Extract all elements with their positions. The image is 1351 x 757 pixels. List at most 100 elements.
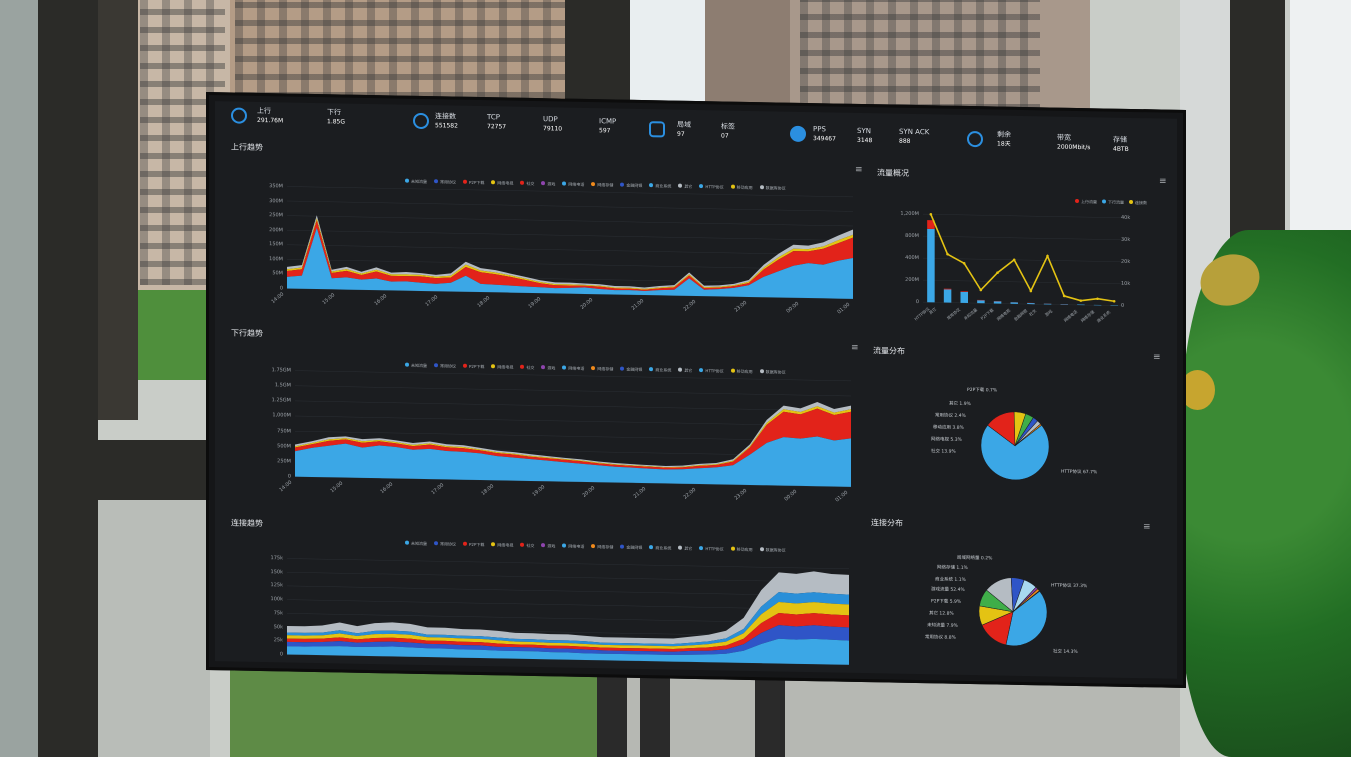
legend-item[interactable]: 其它 bbox=[678, 545, 692, 551]
connections-point[interactable] bbox=[1012, 258, 1016, 262]
legend-item[interactable]: 社交 bbox=[520, 364, 534, 370]
kpi-syn-ack: SYN ACK 888 bbox=[899, 127, 929, 148]
legend-item-label: HTTP协议 bbox=[705, 368, 724, 374]
legend-item-label: 移动应用 bbox=[736, 184, 753, 191]
legend-item[interactable]: 商业系统 bbox=[649, 367, 671, 373]
bar-download[interactable] bbox=[927, 228, 935, 303]
legend-item[interactable]: 金融网银 bbox=[620, 182, 643, 188]
bar-download[interactable] bbox=[977, 300, 985, 304]
connections-point[interactable] bbox=[946, 252, 949, 256]
pie-slice[interactable] bbox=[980, 424, 1050, 481]
y-tick-label: 500M bbox=[277, 443, 291, 450]
legend-item[interactable]: 未知流量 bbox=[405, 178, 427, 184]
connections-point[interactable] bbox=[929, 212, 933, 216]
legend-item[interactable]: 商业系统 bbox=[649, 183, 671, 189]
kpi-download: 下行 1.85G bbox=[327, 107, 345, 127]
bar-download[interactable] bbox=[993, 301, 1002, 304]
connections-point[interactable] bbox=[979, 288, 983, 292]
conn-dist-menu-button[interactable]: ≡ bbox=[1143, 522, 1151, 533]
legend-item[interactable]: 社交 bbox=[520, 542, 534, 548]
legend-item[interactable]: 游戏 bbox=[541, 365, 555, 370]
grid-line bbox=[295, 385, 851, 397]
legend-item[interactable]: 游戏 bbox=[541, 543, 555, 548]
pie-slice[interactable] bbox=[1014, 423, 1042, 447]
down-trend-menu-button[interactable]: ≡ bbox=[851, 342, 859, 353]
bar-download[interactable] bbox=[1077, 304, 1085, 306]
connections-point[interactable] bbox=[1062, 294, 1066, 298]
legend-item[interactable]: 下行流量 bbox=[1102, 199, 1124, 205]
bar-download[interactable] bbox=[960, 291, 969, 303]
legend-item[interactable]: 网络电视 bbox=[491, 364, 513, 370]
bar-download[interactable] bbox=[1093, 304, 1102, 306]
x-tick-label: 未知流量 bbox=[962, 307, 979, 322]
y-tick-label: 0 bbox=[279, 285, 283, 292]
legend-item[interactable]: 上行流量 bbox=[1075, 198, 1097, 204]
connections-point[interactable] bbox=[996, 271, 999, 275]
legend-item[interactable]: 网络电话 bbox=[562, 543, 585, 549]
bar-upload[interactable] bbox=[960, 291, 969, 292]
legend-item[interactable]: 未知流量 bbox=[405, 362, 427, 368]
area-series-1 bbox=[287, 625, 849, 655]
pie-slice[interactable] bbox=[1005, 590, 1048, 647]
legend-item[interactable]: 网络存储 bbox=[591, 544, 613, 549]
up-trend-menu-button[interactable]: ≡ bbox=[855, 164, 863, 176]
legend-item[interactable]: 其它 bbox=[678, 367, 692, 373]
bar-download[interactable] bbox=[1027, 302, 1035, 305]
legend-item[interactable]: 连接数 bbox=[1129, 199, 1147, 205]
connections-point[interactable] bbox=[1046, 254, 1049, 258]
legend-item[interactable]: 常用协议 bbox=[434, 541, 456, 547]
legend-item[interactable]: 数据库协议 bbox=[759, 547, 786, 553]
legend-item[interactable]: 金融网银 bbox=[620, 544, 642, 550]
legend-item[interactable]: HTTP协议 bbox=[699, 184, 724, 189]
legend-item[interactable]: P2P下载 bbox=[463, 363, 484, 369]
legend-item[interactable]: HTTP协议 bbox=[699, 546, 724, 551]
legend-item[interactable]: 常用协议 bbox=[434, 179, 456, 185]
kpi-value: 551582 bbox=[435, 122, 458, 130]
legend-item[interactable]: 未知流量 bbox=[405, 540, 427, 546]
legend-item[interactable]: 游戏 bbox=[541, 181, 555, 186]
panel-title-up-trend: 上行趋势 bbox=[231, 142, 263, 153]
kpi-storage: 存储 4BTB bbox=[1113, 135, 1129, 155]
legend-item[interactable]: 网络电话 bbox=[562, 365, 584, 371]
legend-item[interactable]: 商业系统 bbox=[649, 545, 671, 551]
x-tick-label: 15:00 bbox=[321, 292, 337, 307]
legend-item[interactable]: 移动应用 bbox=[730, 184, 753, 191]
bar-download[interactable] bbox=[943, 289, 952, 303]
connections-point[interactable] bbox=[1079, 299, 1083, 302]
legend-item[interactable]: 金融网银 bbox=[620, 366, 642, 372]
legend-item[interactable]: 网络电视 bbox=[491, 542, 513, 548]
connections-point[interactable] bbox=[962, 261, 966, 265]
legend-item[interactable]: 网络存储 bbox=[591, 182, 613, 187]
legend-item[interactable]: 常用协议 bbox=[434, 363, 456, 369]
pie-slice[interactable] bbox=[1012, 590, 1040, 612]
y-tick-label: 1.75GM bbox=[271, 367, 291, 374]
bar-upload[interactable] bbox=[943, 288, 952, 290]
traffic-overview-menu-button[interactable]: ≡ bbox=[1159, 176, 1167, 187]
legend-item[interactable]: 移动应用 bbox=[730, 368, 753, 374]
bar-download[interactable] bbox=[1043, 303, 1052, 305]
legend-item[interactable]: 网络存储 bbox=[591, 366, 613, 371]
legend-item[interactable]: P2P下载 bbox=[463, 541, 484, 547]
legend-item[interactable]: 网络电话 bbox=[562, 181, 584, 187]
legend-item-label: 网络电话 bbox=[568, 543, 585, 549]
bar-download[interactable] bbox=[1060, 304, 1069, 305]
legend-item[interactable]: 网络电视 bbox=[491, 180, 513, 186]
legend-item[interactable]: 数据库协议 bbox=[759, 369, 786, 375]
connections-point[interactable] bbox=[1112, 299, 1116, 303]
legend-item[interactable]: 数据库协议 bbox=[759, 185, 786, 191]
legend-item[interactable]: 社交 bbox=[520, 180, 534, 186]
traffic-dist-menu-button[interactable]: ≡ bbox=[1153, 352, 1161, 363]
grid-line bbox=[287, 259, 853, 270]
legend-item[interactable]: 移动应用 bbox=[730, 546, 753, 552]
connections-point[interactable] bbox=[1096, 297, 1099, 301]
legend-item-label: 金融网银 bbox=[626, 182, 643, 188]
legend-item[interactable]: HTTP协议 bbox=[699, 368, 724, 374]
legend-item[interactable]: 其它 bbox=[678, 183, 692, 189]
y-tick-label: 100M bbox=[269, 256, 283, 263]
bar-download[interactable] bbox=[1010, 302, 1019, 304]
grid-line bbox=[923, 213, 1123, 219]
bar-upload[interactable] bbox=[927, 220, 935, 230]
connections-point[interactable] bbox=[1029, 289, 1033, 293]
legend-item[interactable]: P2P下载 bbox=[463, 179, 484, 185]
legend-item-label: 网络存储 bbox=[597, 544, 614, 550]
